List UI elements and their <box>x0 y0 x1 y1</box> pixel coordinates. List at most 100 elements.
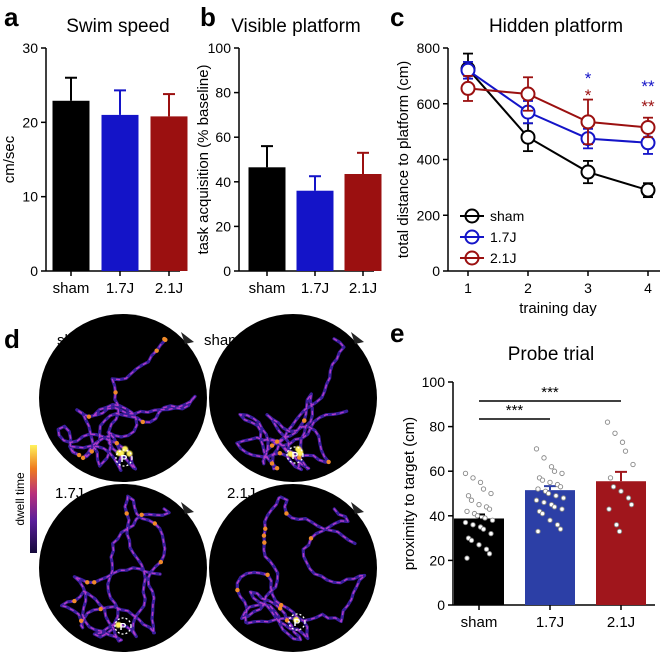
data-point-sham <box>520 129 536 145</box>
heatmap-label: sham <box>204 332 241 349</box>
x-tick-label: 1.7J <box>106 280 134 297</box>
significance-star: ** <box>641 97 655 116</box>
y-tick-label: 400 <box>417 152 441 168</box>
x-tick-label: sham <box>249 280 286 297</box>
dwell-spot <box>284 511 289 516</box>
data-point-sham <box>462 470 469 477</box>
bar-2.1J <box>150 116 188 272</box>
data-point-1.7J <box>533 497 540 503</box>
dwell-spot <box>284 618 290 623</box>
y-tick-label: 0 <box>223 263 231 279</box>
dwell-spot <box>235 587 240 593</box>
y-tick-label: 20 <box>22 114 38 130</box>
y-tick-label: 20 <box>429 552 445 568</box>
dwell-spot <box>265 572 270 577</box>
chart-swim-speed: Swim speed 0 10 20 30 cm/sec sham 1.7J 2.1J <box>1 16 188 297</box>
significance-star: * <box>585 86 592 105</box>
bar-sham <box>454 518 504 605</box>
dwell-time-colorbar: dwell time <box>13 445 37 553</box>
data-point-1.7J <box>547 517 553 523</box>
x-tick-label: 1.7J <box>301 280 329 297</box>
y-tick-label: 0 <box>432 263 440 279</box>
bar-1.7J <box>101 114 139 272</box>
dwell-spot <box>274 439 280 444</box>
data-point-2.1J <box>580 114 596 130</box>
data-point-sham <box>474 513 481 519</box>
dwell-spot <box>274 466 280 471</box>
chart-title: Probe trial <box>508 344 595 365</box>
heatmap-label: 2.1J <box>227 485 255 502</box>
dwell-spot <box>308 536 314 541</box>
data-point-1.7J <box>541 499 547 506</box>
data-point-2.1J <box>607 475 614 481</box>
data-point-2.1J <box>618 488 624 494</box>
start-arrow-icon <box>181 332 194 344</box>
data-point-1.7J <box>551 504 558 510</box>
y-tick-label: 40 <box>429 508 445 524</box>
bar-2.1J <box>344 173 382 271</box>
data-point-sham <box>480 486 487 492</box>
data-point-2.1J <box>606 506 612 512</box>
significance-star: * <box>585 69 592 88</box>
data-point-sham <box>483 546 490 552</box>
data-point-1.7J <box>547 479 553 485</box>
platform-marker <box>288 613 306 631</box>
start-arrow-icon <box>181 502 194 514</box>
heatmap-2: P <box>209 314 377 482</box>
data-point-sham <box>462 519 469 526</box>
data-point-sham <box>476 501 482 508</box>
data-point-1.7J <box>560 495 567 501</box>
data-point-sham <box>489 517 496 523</box>
dwell-spot <box>124 511 129 516</box>
data-point-sham <box>482 515 488 521</box>
data-point-sham <box>476 542 482 548</box>
bar-2.1J <box>596 481 646 605</box>
y-tick-label: 30 <box>22 40 38 56</box>
dwell-spot <box>86 414 92 419</box>
legend-label-2.1J: 2.1J <box>490 250 516 266</box>
dwell-spot <box>302 418 307 423</box>
data-point-1.7J <box>640 135 656 151</box>
dwell-spot <box>85 580 90 585</box>
dwell-hotspot <box>126 450 133 457</box>
data-point-1.7J <box>557 526 564 532</box>
data-point-1.7J <box>554 522 561 528</box>
x-tick-label: 2 <box>524 280 532 296</box>
legend-label-1.7J: 1.7J <box>490 229 516 245</box>
x-tick-label: 4 <box>644 280 652 296</box>
dwell-spot <box>263 526 268 531</box>
dwell-spot <box>152 521 158 526</box>
data-point-sham <box>470 475 476 481</box>
data-point-sham <box>486 506 493 512</box>
significance-label: *** <box>541 384 559 401</box>
panel-letter-d: d <box>4 324 20 354</box>
platform-label: P <box>292 451 299 462</box>
x-tick-label: 1 <box>464 280 472 296</box>
data-point-sham <box>480 526 487 532</box>
pool-arena <box>39 314 207 482</box>
dwell-spot <box>140 419 145 425</box>
data-point-1.7J <box>539 477 546 483</box>
data-point-sham <box>486 551 493 557</box>
dwell-hotspot <box>287 450 294 457</box>
x-tick-label: 2.1J <box>349 280 377 297</box>
data-point-sham <box>488 530 494 537</box>
heatmap-4: P <box>209 484 377 652</box>
series-line-1.7J <box>467 69 649 144</box>
chart-visible-platform: Visible platform 0 20 40 60 80 100 task acquisi… <box>195 16 382 297</box>
swim-path-dwell <box>236 496 367 641</box>
y-axis-label: proximity to target (cm) <box>401 417 418 570</box>
chart-title: Visible platform <box>231 16 361 37</box>
y-tick-label: 100 <box>422 374 446 390</box>
colorbar-gradient <box>30 445 37 553</box>
heatmap-label: 1.7J <box>55 485 83 502</box>
platform-label: P <box>121 454 128 465</box>
dwell-spot <box>277 450 283 456</box>
data-point-2.1J <box>610 484 617 490</box>
data-point-sham <box>465 493 472 499</box>
data-point-1.7J <box>557 484 564 490</box>
y-tick-label: 200 <box>417 207 441 223</box>
data-point-2.1J <box>520 86 536 102</box>
y-tick-label: 0 <box>437 597 445 613</box>
dwell-spot <box>139 512 144 517</box>
